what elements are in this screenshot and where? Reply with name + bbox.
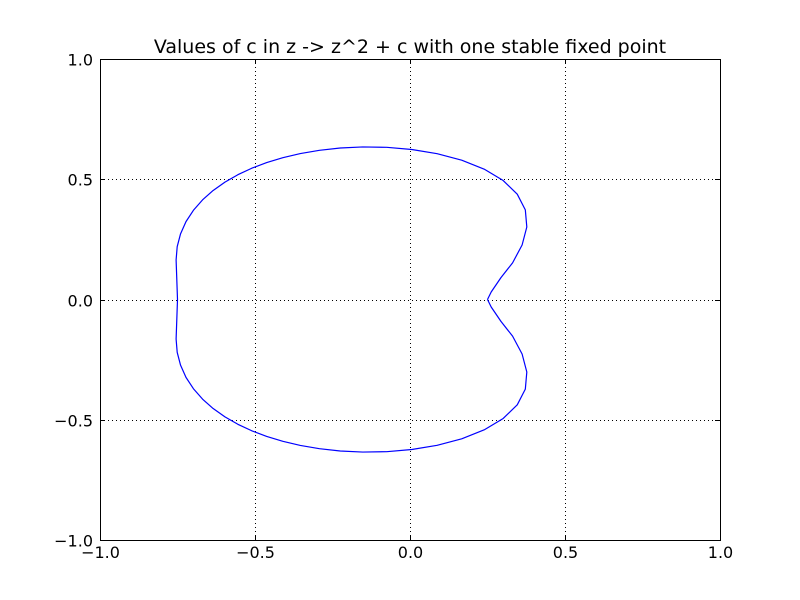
x-tick-label: −0.5 [236,543,275,562]
ticks: −1.0 −0.5 0.0 0.5 1.0 −1.0 −0.5 0.0 0.5 1.0 [54,51,733,563]
y-tick-label: 0.5 [68,171,93,190]
x-tick-label: 0.0 [398,543,423,562]
x-tick-label: 0.5 [553,543,578,562]
x-tick-label: 1.0 [708,543,733,562]
chart-title: Values of c in z -> z^2 + c with one sta… [154,36,666,58]
y-tick-label: −0.5 [54,412,93,431]
y-tick-label: 1.0 [68,51,93,70]
y-tick-label: 0.0 [68,292,93,311]
cardioid-series-line [175,146,528,453]
grid [100,59,720,540]
y-tick-label: −1.0 [54,532,93,551]
series-layer [175,146,528,453]
x-tick-label: −1.0 [81,543,120,562]
